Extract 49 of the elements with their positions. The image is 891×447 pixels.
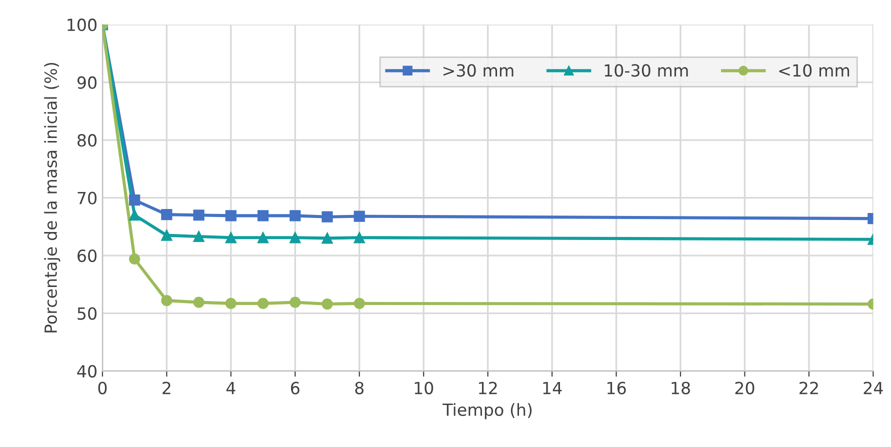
point — [322, 232, 333, 244]
point — [193, 230, 204, 242]
point — [161, 208, 172, 220]
point — [354, 232, 365, 244]
point — [257, 210, 269, 222]
x-tick-label: 16 — [608, 382, 626, 394]
y-tick-label: 60 — [78, 249, 96, 262]
point — [257, 232, 269, 244]
x-tick-label: 24 — [864, 382, 883, 394]
point — [193, 210, 204, 221]
x-tick-label: 22 — [800, 382, 818, 394]
point — [322, 298, 333, 310]
point — [225, 232, 236, 244]
x-tick-label: 14 — [543, 382, 562, 394]
point — [290, 296, 301, 308]
x-tick-label: 6 — [291, 382, 300, 394]
point — [161, 295, 172, 306]
y-axis-title: Porcentaje de la masa inicial (%) — [44, 62, 60, 332]
x-tick-label: 12 — [479, 382, 497, 394]
point — [161, 230, 172, 241]
point — [225, 298, 236, 310]
point — [129, 253, 140, 265]
x-tick-label: 0 — [98, 382, 107, 394]
x-tick-label: 8 — [355, 382, 364, 394]
point — [322, 211, 333, 222]
point — [290, 210, 301, 222]
y-tick-label: 50 — [78, 307, 96, 320]
point — [225, 210, 236, 222]
y-tick-label: 70 — [78, 192, 96, 204]
x-tick-label: 18 — [672, 382, 690, 394]
x-tick-label: 10 — [414, 382, 434, 394]
point — [354, 210, 365, 222]
point — [129, 194, 140, 206]
x-tick-label: 2 — [162, 382, 170, 394]
point — [129, 210, 140, 221]
y-tick-label: 80 — [78, 134, 96, 147]
point — [354, 298, 365, 310]
y-tick-label: 90 — [77, 76, 96, 89]
point — [193, 296, 204, 308]
legend-label: 10-30 mm — [604, 64, 688, 77]
x-tick-label: 20 — [735, 382, 754, 394]
x-axis-title: Tiempo (h) — [442, 403, 532, 420]
point — [290, 232, 301, 244]
legend-label: <10 mm — [779, 64, 850, 77]
legend-label: >30 mm — [443, 64, 514, 77]
y-tick-label: 100 — [68, 18, 96, 32]
x-tick-label: 4 — [226, 382, 236, 394]
point — [257, 298, 269, 310]
y-tick-label: 40 — [77, 364, 96, 378]
